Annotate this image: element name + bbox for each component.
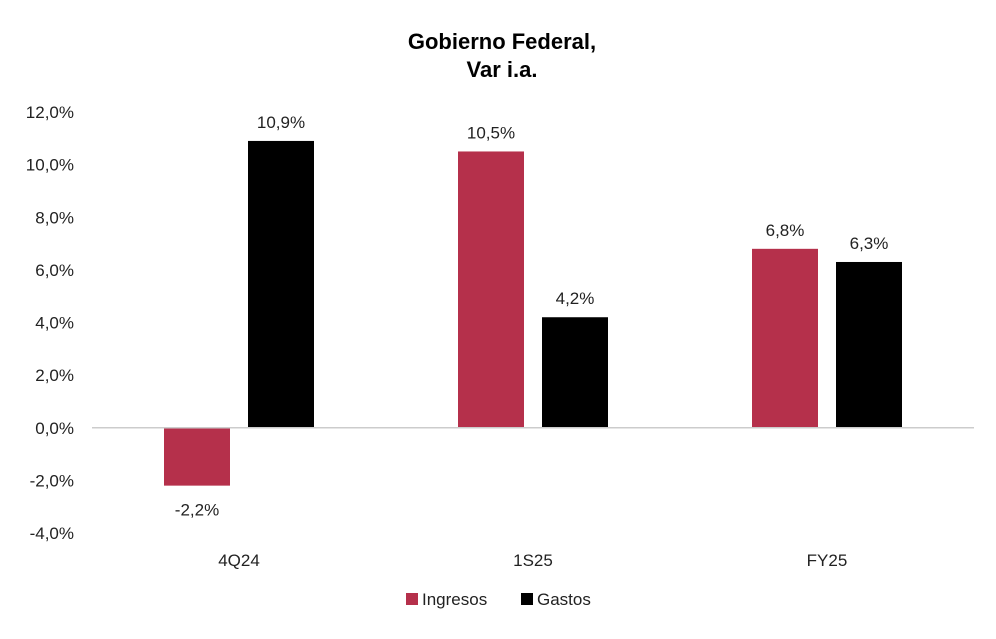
data-labels: -2,2% 10,9% 10,5% 4,2% 6,8% 6,3% [175, 113, 889, 520]
y-tick-label: 0,0% [35, 419, 74, 438]
x-category-label: 1S25 [513, 551, 553, 570]
chart-title-line-1: Gobierno Federal, [408, 29, 596, 54]
legend-label-ingresos: Ingresos [422, 590, 487, 609]
bar-gastos-fy25 [836, 261, 902, 428]
data-label-gastos-1s25: 4,2% [556, 289, 595, 308]
bar-ingresos-1s25 [458, 151, 524, 428]
x-axis: 4Q24 1S25 FY25 [218, 551, 847, 570]
y-tick-label: 10,0% [26, 156, 74, 175]
bars-group [164, 140, 902, 486]
chart-title-line-2: Var i.a. [467, 57, 538, 82]
legend-swatch-gastos [521, 593, 533, 605]
bar-gastos-1s25 [542, 317, 608, 428]
y-axis: 12,0% 10,0% 8,0% 6,0% 4,0% 2,0% 0,0% -2,0% -4,0% [26, 103, 74, 543]
y-tick-label: 2,0% [35, 366, 74, 385]
y-tick-label: 6,0% [35, 261, 74, 280]
y-tick-label: 8,0% [35, 208, 74, 227]
legend-label-gastos: Gastos [537, 590, 591, 609]
x-category-label: FY25 [807, 551, 848, 570]
legend-swatch-ingresos [406, 593, 418, 605]
legend: Ingresos Gastos [406, 590, 591, 609]
bar-ingresos-4q24 [164, 427, 230, 486]
data-label-gastos-4q24: 10,9% [257, 113, 305, 132]
data-label-ingresos-4q24: -2,2% [175, 501, 219, 520]
y-tick-label: -2,0% [30, 471, 74, 490]
y-tick-label: -4,0% [30, 524, 74, 543]
data-label-gastos-fy25: 6,3% [850, 234, 889, 253]
data-label-ingresos-fy25: 6,8% [766, 221, 805, 240]
y-tick-label: 12,0% [26, 103, 74, 122]
y-tick-label: 4,0% [35, 314, 74, 333]
data-label-ingresos-1s25: 10,5% [467, 123, 515, 142]
x-category-label: 4Q24 [218, 551, 260, 570]
bar-gastos-4q24 [248, 140, 314, 428]
bar-ingresos-fy25 [752, 248, 818, 428]
